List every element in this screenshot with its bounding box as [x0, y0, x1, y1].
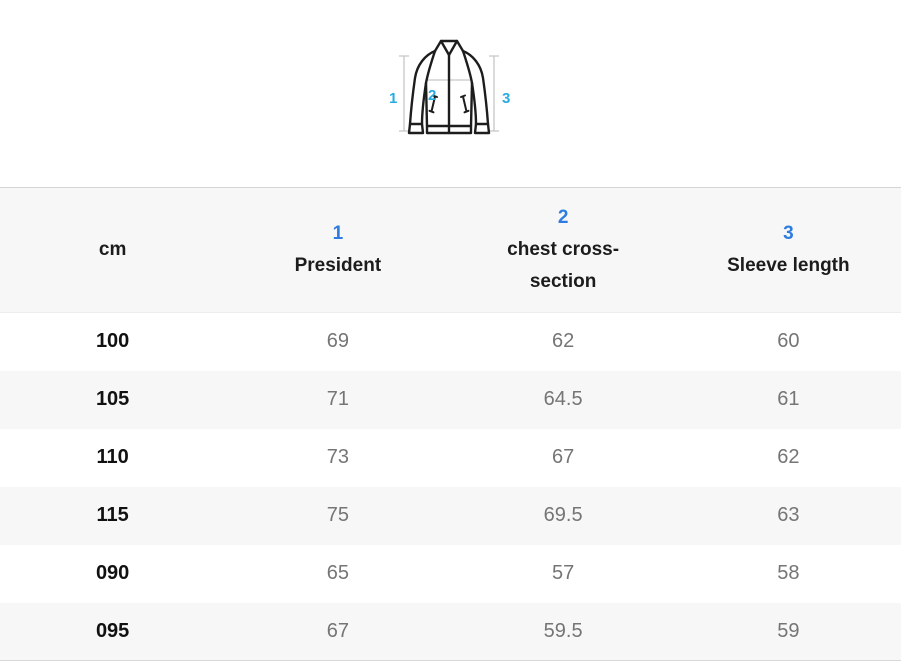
value-cell: 65: [326, 562, 349, 584]
value-cell: 75: [225, 486, 451, 545]
header-unit: cm: [0, 187, 226, 313]
header-num-2: 2: [557, 207, 569, 228]
header-row: cm 1 President 2 chest cross-section 3 S…: [0, 187, 901, 313]
value-cell: 67: [225, 602, 451, 661]
value-cell: 62: [777, 446, 800, 468]
size-cell: 115: [0, 486, 226, 545]
table-row: 110 73 67 62: [0, 429, 901, 487]
measure-label-2: 2: [428, 87, 436, 104]
header-col-president: 1 President: [225, 187, 451, 313]
header-col-chest: 2 chest cross-section: [450, 187, 676, 313]
value-cell: 59.5: [450, 602, 676, 661]
header-num-3: 3: [783, 223, 794, 244]
value-cell: 64.5: [450, 370, 676, 429]
value-cell: 63: [675, 486, 901, 545]
size-diagram: 1 2 3: [0, 0, 901, 187]
size-cell: 105: [0, 370, 226, 429]
measure-label-1: 1: [389, 90, 397, 107]
size-table: cm 1 President 2 chest cross-section 3 S…: [0, 187, 901, 661]
value-cell: 60: [777, 330, 800, 353]
measure-line-1: [398, 55, 409, 132]
unit-label: cm: [98, 239, 127, 260]
size-cell: 100: [95, 330, 130, 353]
value-cell: 62: [552, 330, 575, 353]
measure-label-3: 3: [502, 90, 510, 107]
table-row: 100 69 62 60: [0, 313, 901, 371]
measure-line-3: [488, 55, 499, 132]
header-label-president: President: [294, 255, 382, 276]
value-cell: 69.5: [450, 486, 676, 545]
value-cell: 61: [675, 370, 901, 429]
table-row: 115 75 69.5 63: [0, 486, 901, 545]
jacket-outline-icon: [407, 39, 490, 135]
value-cell: 58: [777, 562, 800, 584]
table-row: 105 71 64.5 61: [0, 370, 901, 429]
value-cell: 67: [552, 446, 575, 468]
header-col-sleeve: 3 Sleeve length: [675, 187, 901, 313]
value-cell: 69: [326, 330, 349, 353]
value-cell: 71: [225, 370, 451, 429]
size-cell: 110: [96, 446, 129, 468]
header-label-chest: chest cross-section: [507, 239, 620, 292]
header-label-sleeve: Sleeve length: [727, 255, 850, 276]
table-row: 090 65 57 58: [0, 545, 901, 603]
header-num-1: 1: [332, 223, 344, 244]
size-cell: 090: [95, 562, 130, 584]
value-cell: 57: [552, 562, 575, 584]
value-cell: 73: [326, 446, 349, 468]
jacket-diagram: 1 2 3: [389, 39, 510, 135]
value-cell: 59: [675, 602, 901, 661]
size-cell: 095: [0, 602, 226, 661]
table-row: 095 67 59.5 59: [0, 602, 901, 661]
